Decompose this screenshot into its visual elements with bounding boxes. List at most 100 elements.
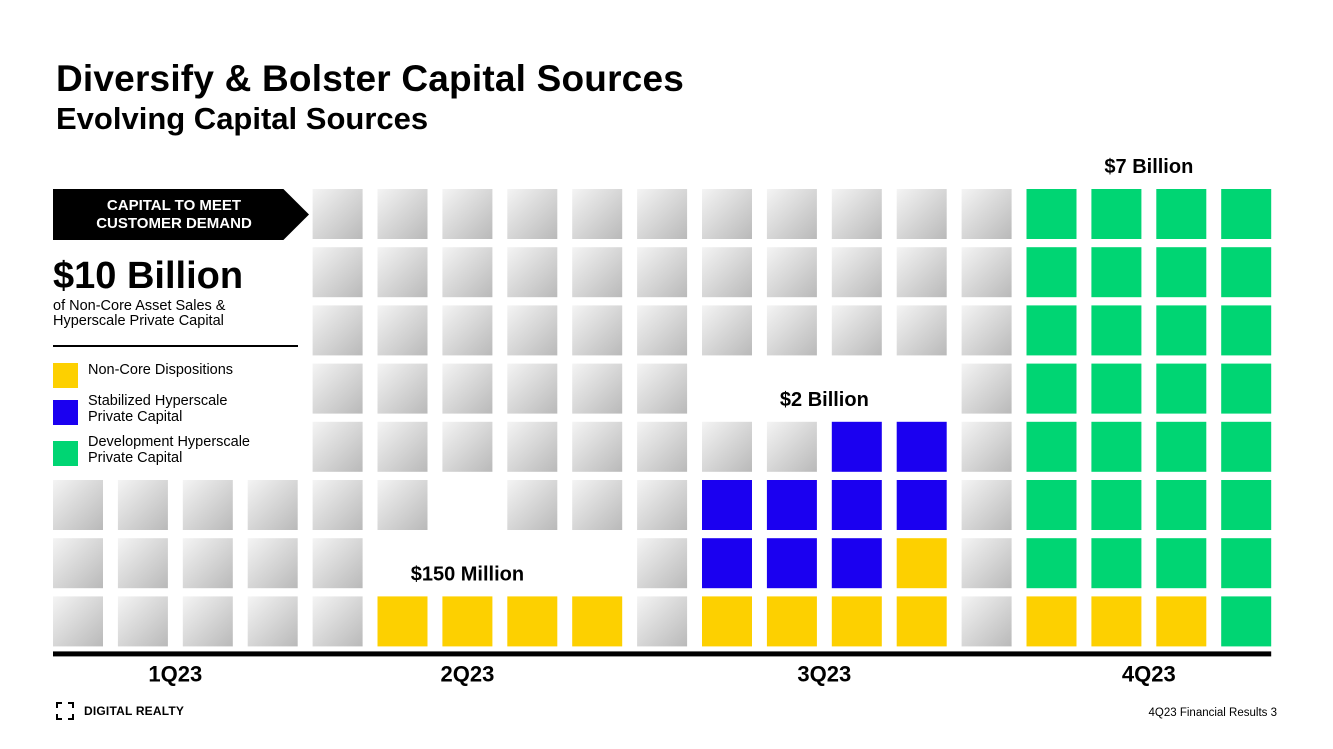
green-tile — [1221, 596, 1272, 647]
legend-label: Stabilized Hyperscale Private Capital — [88, 393, 298, 425]
blue-tile — [702, 480, 752, 530]
value-annotation: $2 Billion — [780, 389, 869, 411]
gray-tile — [766, 305, 817, 356]
gray-tile — [117, 480, 168, 530]
gray-tile — [442, 305, 493, 356]
yellow-tile — [1026, 596, 1077, 647]
legend-label-line-1: Stabilized Hyperscale — [88, 393, 228, 409]
gray-tile — [53, 480, 103, 530]
legend-swatch-blue — [53, 400, 78, 425]
gray-tile — [896, 305, 947, 356]
gray-tile — [507, 363, 558, 414]
gray-tile — [637, 538, 688, 589]
yellow-tile — [702, 596, 752, 647]
green-tile — [1221, 538, 1272, 589]
gray-tile — [766, 189, 817, 239]
gray-tile — [572, 421, 623, 472]
green-tile — [1156, 247, 1207, 298]
gray-tile — [377, 363, 428, 414]
green-tile — [1091, 305, 1142, 356]
gray-tile — [442, 189, 493, 239]
gray-tile — [53, 596, 103, 647]
x-axis-line — [53, 651, 1272, 657]
gray-tile — [182, 538, 233, 589]
gray-tile — [507, 189, 558, 239]
green-tile — [1026, 421, 1077, 472]
green-tile — [1156, 480, 1207, 530]
legend-label-line-1: Non-Core Dispositions — [88, 362, 234, 378]
green-tile — [1221, 189, 1272, 239]
gray-tile — [312, 596, 363, 647]
gray-tile — [247, 596, 298, 647]
yellow-tile — [377, 596, 428, 647]
capital-demand-badge-text: CAPITAL TO MEET CUSTOMER DEMAND — [96, 196, 252, 232]
yellow-tile — [1156, 596, 1207, 647]
description-line-2: Hyperscale Private Capital — [53, 313, 224, 329]
gray-tile — [312, 363, 363, 414]
green-tile — [1091, 480, 1142, 530]
yellow-tile — [896, 596, 947, 647]
gray-tile — [507, 480, 558, 530]
gray-tile — [247, 480, 298, 530]
blue-tile — [896, 421, 947, 472]
gray-tile — [572, 189, 623, 239]
slide-title: Diversify & Bolster Capital Sources — [56, 58, 684, 99]
gray-tile — [377, 305, 428, 356]
blue-tile — [766, 538, 817, 589]
green-tile — [1091, 538, 1142, 589]
gray-tile — [702, 247, 752, 298]
gray-tile — [377, 189, 428, 239]
gray-tile — [117, 538, 168, 589]
green-tile — [1091, 421, 1142, 472]
green-tile — [1091, 363, 1142, 414]
gray-tile — [377, 421, 428, 472]
gray-tile — [766, 421, 817, 472]
gray-tile — [312, 189, 363, 239]
green-tile — [1156, 189, 1207, 239]
gray-tile — [766, 247, 817, 298]
green-tile — [1221, 247, 1272, 298]
gray-tile — [961, 247, 1012, 298]
gray-tile — [572, 305, 623, 356]
green-tile — [1221, 305, 1272, 356]
green-tile — [1026, 538, 1077, 589]
yellow-tile — [572, 596, 623, 647]
gray-tile — [831, 305, 882, 356]
gray-tile — [637, 421, 688, 472]
gray-tile — [896, 247, 947, 298]
blue-tile — [766, 480, 817, 530]
total-amount: $10 Billion — [53, 255, 244, 297]
total-amount-description: of Non-Core Asset Sales & Hyperscale Pri… — [53, 299, 293, 329]
green-tile — [1026, 305, 1077, 356]
yellow-tile — [507, 596, 558, 647]
green-tile — [1026, 247, 1077, 298]
gray-tile — [247, 538, 298, 589]
gray-tile — [637, 480, 688, 530]
x-tick-label: 1Q23 — [148, 661, 202, 686]
green-tile — [1091, 189, 1142, 239]
yellow-tile — [896, 538, 947, 589]
yellow-tile — [766, 596, 817, 647]
gray-tile — [961, 480, 1012, 530]
company-logo: DIGITAL REALTY — [56, 702, 184, 720]
green-tile — [1026, 189, 1077, 239]
legend-swatch-green — [53, 441, 78, 466]
gray-tile — [637, 363, 688, 414]
gray-tile — [637, 305, 688, 356]
green-tile — [1221, 480, 1272, 530]
gray-tile — [961, 421, 1012, 472]
x-tick-label: 2Q23 — [440, 661, 494, 686]
logo-text: DIGITAL REALTY — [84, 704, 185, 718]
legend-label: Development Hyperscale Private Capital — [88, 434, 298, 466]
digital-realty-logo-icon — [56, 702, 74, 720]
blue-tile — [831, 421, 882, 472]
gray-tile — [312, 421, 363, 472]
gray-tile — [312, 480, 363, 530]
page-footer-label: 4Q23 Financial Results 3 — [1148, 707, 1277, 719]
green-tile — [1091, 247, 1142, 298]
legend-label: Non-Core Dispositions — [88, 362, 298, 378]
gray-tile — [507, 247, 558, 298]
gray-tile — [442, 247, 493, 298]
gray-tile — [702, 305, 752, 356]
gray-tile — [442, 421, 493, 472]
